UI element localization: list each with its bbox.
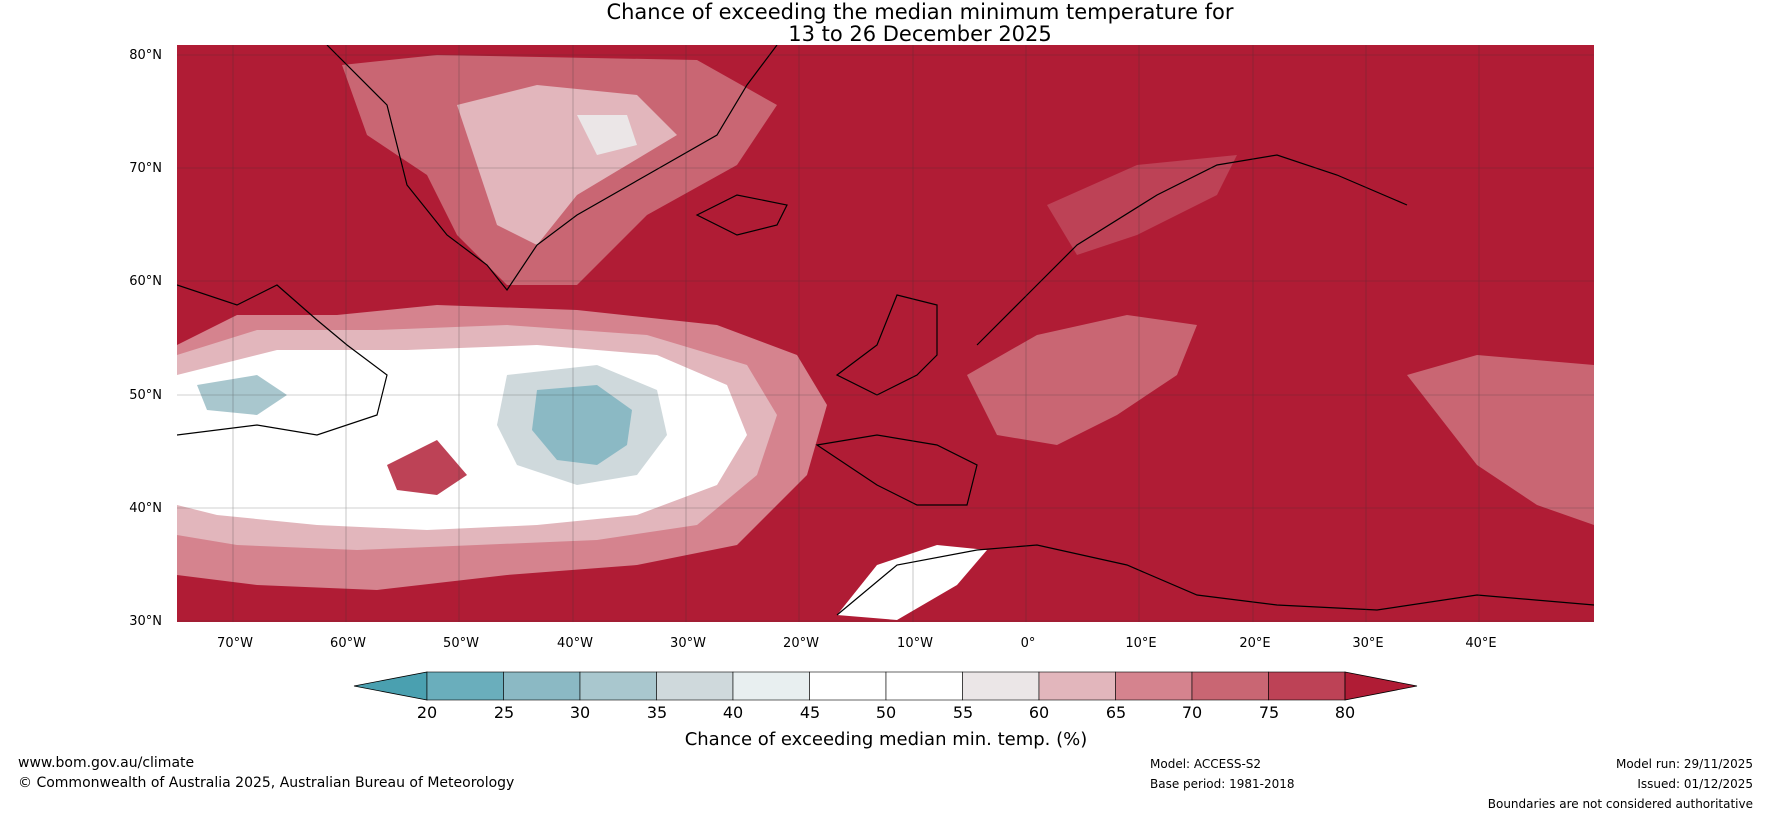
colorbar-tick: 40	[723, 703, 743, 722]
lon-label: 70°W	[217, 636, 253, 651]
east-anomaly	[1407, 355, 1594, 525]
colorbar-segment	[962, 671, 1040, 701]
footer-base-period: Base period: 1981-2018	[1150, 777, 1295, 791]
colorbar-ticks: 20 25 30 35 40 45 50 55 60 65 70 75 80	[417, 703, 1355, 722]
colorbar-segment	[426, 671, 504, 701]
colorbar-tick: 20	[417, 703, 437, 722]
colorbar-segments	[353, 671, 1418, 701]
colorbar-segment	[579, 671, 657, 701]
lon-label: 20°W	[783, 636, 819, 651]
colorbar-tick: 75	[1259, 703, 1279, 722]
chart-title-line1: Chance of exceeding the median minimum t…	[606, 0, 1234, 24]
colorbar-tick: 45	[800, 703, 820, 722]
colorbar-segment	[1038, 671, 1116, 701]
greenland-core-area	[577, 115, 637, 155]
lat-label: 40°N	[129, 501, 162, 516]
colorbar-segment	[732, 671, 810, 701]
colorbar-tick: 70	[1182, 703, 1202, 722]
lat-label: 70°N	[129, 161, 162, 176]
lat-label: 80°N	[129, 48, 162, 63]
colorbar-tick: 25	[494, 703, 514, 722]
colorbar-tick: 30	[570, 703, 590, 722]
atlantic-below-median-dark	[532, 385, 632, 465]
probability-map	[177, 45, 1594, 622]
coastlines	[177, 45, 1594, 616]
colorbar-segment	[1268, 671, 1346, 701]
colorbar-segment	[885, 671, 963, 701]
lat-label: 30°N	[129, 614, 162, 629]
central-europe-anomaly	[967, 315, 1197, 445]
colorbar-segment	[656, 671, 734, 701]
footer-copyright: © Commonwealth of Australia 2025, Austra…	[18, 775, 515, 791]
lon-label: 30°E	[1352, 636, 1384, 651]
colorbar: 20 25 30 35 40 45 50 55 60 65 70 75 80 C…	[353, 671, 1418, 750]
colorbar-segment	[503, 671, 581, 701]
colorbar-tick: 65	[1106, 703, 1126, 722]
colorbar-tick: 50	[876, 703, 896, 722]
chart-title-line2: 13 to 26 December 2025	[788, 22, 1052, 46]
atlantic-warm-pocket	[387, 440, 467, 495]
lon-label: 0°	[1020, 636, 1036, 651]
colorbar-arrow-low	[353, 671, 428, 701]
lon-label: 10°W	[897, 636, 933, 651]
footer-disclaimer: Boundaries are not considered authoritat…	[1487, 797, 1753, 811]
graticule	[177, 45, 1594, 622]
colorbar-tick: 55	[953, 703, 973, 722]
colorbar-arrow-high	[1344, 671, 1418, 701]
footer-model-run: Model run: 29/11/2025	[1615, 757, 1753, 771]
lat-label: 50°N	[129, 388, 162, 403]
colorbar-tick: 60	[1029, 703, 1049, 722]
colorbar-tick: 35	[647, 703, 667, 722]
labrador-below-median	[197, 375, 287, 415]
lon-label: 10°E	[1125, 636, 1157, 651]
colorbar-segment	[1191, 671, 1269, 701]
colorbar-segment	[1115, 671, 1193, 701]
lon-label: 50°W	[443, 636, 479, 651]
footer-issued: Issued: 01/12/2025	[1637, 777, 1753, 791]
lon-label: 60°W	[330, 636, 366, 651]
footer-model: Model: ACCESS-S2	[1150, 757, 1262, 771]
lon-label: 40°W	[557, 636, 593, 651]
lon-label: 30°W	[670, 636, 706, 651]
lon-label: 20°E	[1239, 636, 1271, 651]
lat-label: 60°N	[129, 274, 162, 289]
north-africa-near-median	[837, 545, 987, 620]
lon-label: 40°E	[1465, 636, 1497, 651]
colorbar-label: Chance of exceeding median min. temp. (%…	[685, 729, 1088, 750]
colorbar-segment	[809, 671, 887, 701]
footer-website[interactable]: www.bom.gov.au/climate	[18, 755, 195, 771]
colorbar-tick: 80	[1335, 703, 1355, 722]
